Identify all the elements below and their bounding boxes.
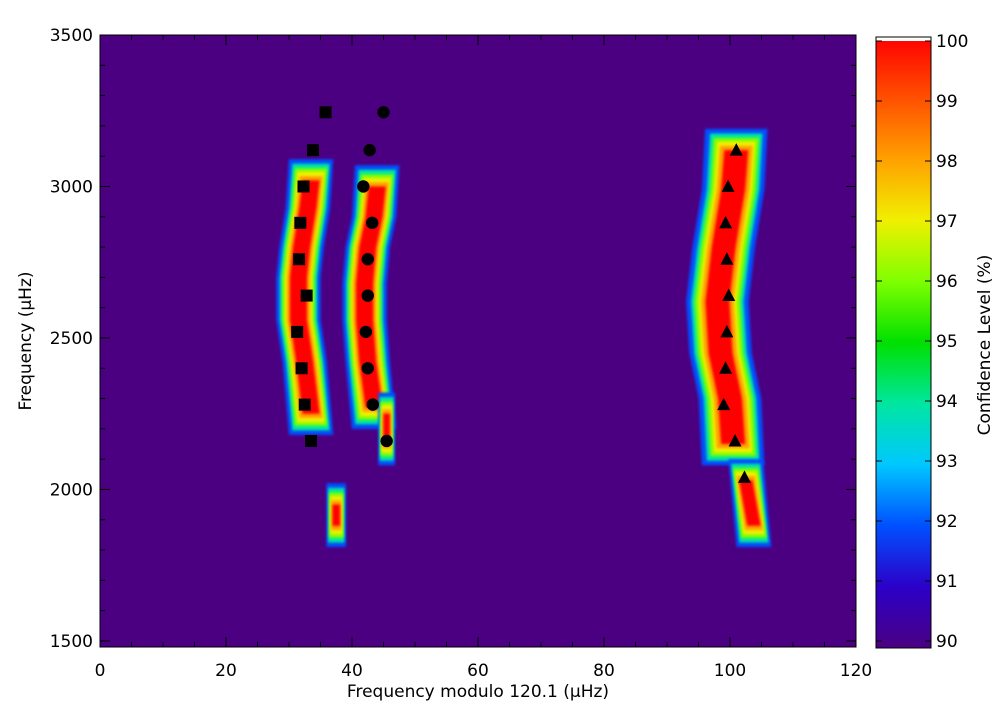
plot-area: 0 20 40 60 80 100 120 1500 2000 2500 3000 3500 xyxy=(50,26,872,681)
x-axis-label: Frequency modulo 120.1 (μHz) xyxy=(347,682,609,702)
circle-marker-6 xyxy=(365,216,379,230)
colorbar-tick-label: 93 xyxy=(936,452,958,472)
square-marker-6 xyxy=(294,216,307,229)
colorbar-scale xyxy=(876,37,931,648)
triangle-marker-4 xyxy=(720,324,734,338)
square-marker-0 xyxy=(305,434,318,447)
y-tick-label: 3500 xyxy=(50,26,93,46)
y-axis-ticks: 1500 2000 2500 3000 3500 xyxy=(50,26,856,652)
x-axis-ticks: 0 20 40 60 80 100 120 xyxy=(95,35,872,681)
square-marker-2 xyxy=(295,362,308,375)
x-tick-label: 20 xyxy=(215,661,237,681)
square-marker-9 xyxy=(319,106,332,119)
circle-marker-4 xyxy=(361,289,374,302)
square-marker-7 xyxy=(297,180,310,193)
circle-marker-1 xyxy=(366,398,379,411)
circle-marker-0 xyxy=(380,434,393,448)
circle-marker-5 xyxy=(361,252,374,266)
square-marker-8 xyxy=(306,144,319,157)
x-tick-label: 60 xyxy=(467,661,489,681)
square-marker-3 xyxy=(291,325,304,338)
triangle-marker-1 xyxy=(728,433,742,447)
colorbar-tick-label: 92 xyxy=(936,512,958,532)
colorbar-top-cap xyxy=(876,37,931,41)
circle-marker-7 xyxy=(357,180,370,193)
colorbar-tick-label: 95 xyxy=(936,332,958,352)
x-tick-label: 100 xyxy=(714,661,746,681)
y-tick-label: 1500 xyxy=(50,632,93,652)
circle-marker-9 xyxy=(377,106,390,119)
square-marker-5 xyxy=(293,253,306,266)
triangle-marker-0 xyxy=(737,470,751,483)
circle-marker-8 xyxy=(363,143,376,157)
ridge-3-band-5 xyxy=(739,480,761,526)
colorbar-tick-label: 91 xyxy=(936,572,958,592)
triangle-marker-9 xyxy=(729,143,743,156)
markers-group xyxy=(291,106,751,483)
colorbar-frame xyxy=(875,36,932,649)
x-tick-label: 40 xyxy=(341,661,363,681)
colorbar-tick-label: 97 xyxy=(936,212,958,232)
colorbar: 90 91 92 93 94 95 96 97 98 99 100 Confidence Level… xyxy=(875,32,995,652)
x-tick-label: 80 xyxy=(593,661,615,681)
triangle-marker-6 xyxy=(720,252,734,265)
y-axis-label: Frequency (μHz) xyxy=(16,271,36,410)
colorbar-tick-label: 100 xyxy=(936,32,968,52)
triangle-marker-8 xyxy=(721,179,735,192)
triangle-marker-5 xyxy=(722,288,736,302)
x-tick-label: 0 xyxy=(95,661,106,681)
y-tick-label: 2500 xyxy=(50,329,93,349)
colorbar-tick-label: 90 xyxy=(936,632,958,652)
square-marker-1 xyxy=(298,398,311,411)
colorbar-tick-label: 99 xyxy=(936,92,958,112)
confidence-streaks xyxy=(154,53,741,643)
colorbar-tick-label: 96 xyxy=(936,272,958,292)
circle-marker-2 xyxy=(361,362,374,375)
colorbar-ticks: 90 91 92 93 94 95 96 97 98 99 100 xyxy=(876,32,968,652)
y-tick-label: 2000 xyxy=(50,480,93,500)
colorbar-label: Confidence Level (%) xyxy=(975,255,995,436)
square-marker-4 xyxy=(300,289,313,302)
x-tick-label: 120 xyxy=(840,661,872,681)
y-tick-label: 3000 xyxy=(50,177,93,197)
circle-marker-3 xyxy=(359,325,373,339)
triangle-marker-7 xyxy=(719,215,733,229)
ridge-4-band-5 xyxy=(332,504,340,526)
triangle-marker-2 xyxy=(717,397,731,411)
colorbar-tick-label: 98 xyxy=(936,152,958,172)
triangle-marker-3 xyxy=(719,361,733,374)
colorbar-tick-label: 94 xyxy=(936,392,958,412)
